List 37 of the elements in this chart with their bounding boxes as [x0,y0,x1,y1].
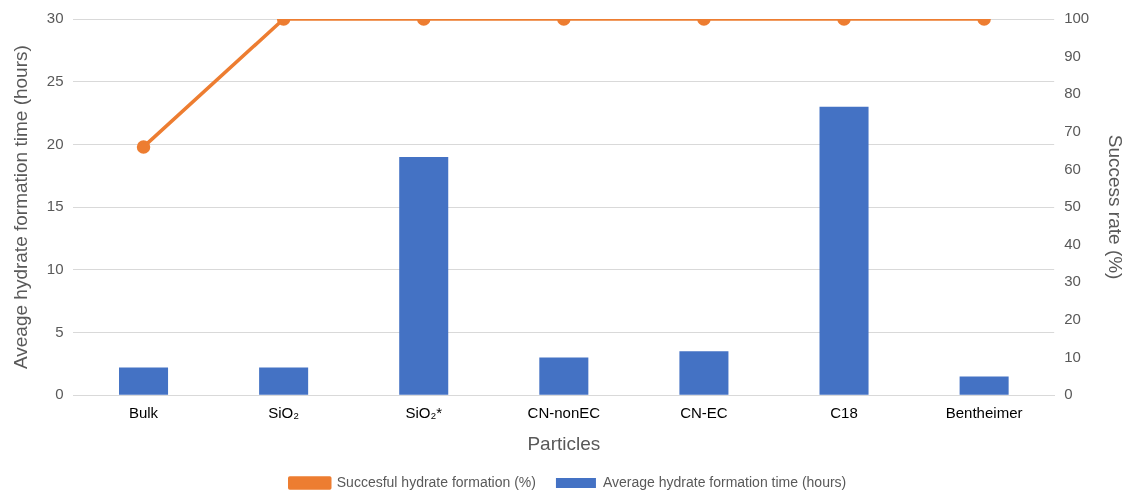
x-tick-label: SiO₂ [268,404,300,422]
bar [819,106,869,395]
y2-tick-label: 20 [1064,310,1081,328]
x-tick-label: Bentheimer [945,404,1023,422]
y2-tick-label: 70 [1064,122,1081,139]
y2-axis-title: Success rate (%) [1105,134,1127,280]
y2-tick-label: 80 [1064,84,1081,102]
bar [959,376,1009,395]
bar [539,357,589,395]
x-tick-label: SiO₂* [405,404,443,422]
y-tick-label: 20 [46,134,64,152]
y-axis-title: Aveage hydrate formation time (hours) [9,45,31,370]
y-tick-label: 15 [46,197,64,215]
y2-tick-label: 30 [1064,272,1081,290]
x-tick-label: C18 [830,404,858,422]
y-tick-label: 30 [46,9,64,27]
x-axis-title: Particles [527,432,601,454]
y2-tick-label: 10 [1064,347,1081,365]
x-tick-label: Bulk [128,404,159,422]
y-tick-label: 25 [46,71,64,89]
legend-label: Succesful hydrate formation (%) [336,473,536,490]
y2-tick-label: 50 [1064,197,1081,215]
x-tick-label: CN-nonEC [527,404,601,422]
bar [399,156,449,395]
bar [259,367,309,395]
bar [679,351,729,395]
y-tick-label: 5 [55,322,64,340]
y2-tick-label: 100 [1064,9,1090,27]
legend-label: Average hydrate formation time (hours) [602,473,847,490]
y2-tick-label: 40 [1064,234,1081,252]
y2-tick-label: 0 [1064,385,1073,403]
bar [119,367,169,395]
y2-tick-label: 90 [1064,46,1081,64]
y-tick-label: 0 [55,385,64,403]
x-tick-label: CN-EC [680,404,728,422]
y2-tick-label: 60 [1064,159,1081,177]
y-tick-label: 10 [46,259,64,277]
